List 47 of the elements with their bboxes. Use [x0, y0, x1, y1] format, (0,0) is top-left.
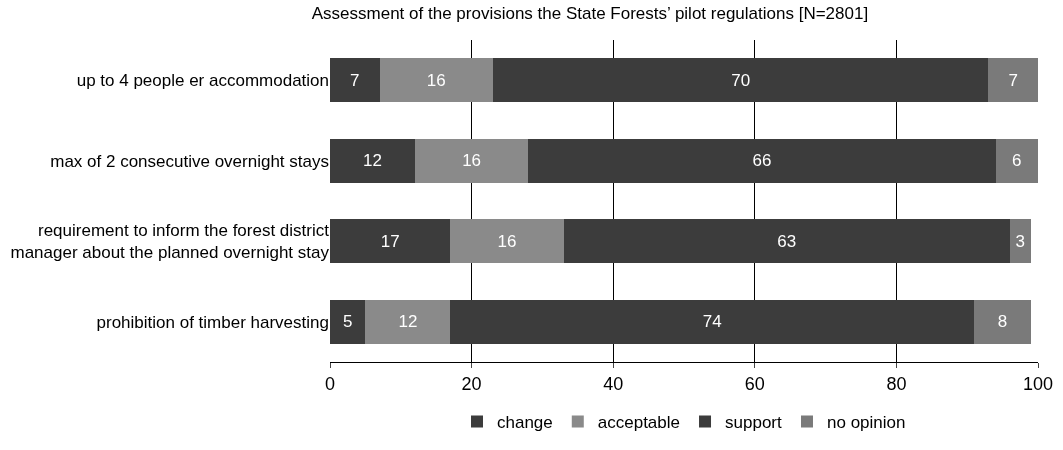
x-tick-label: 0 — [324, 373, 336, 394]
y-tick-label: prohibition of timber harvesting — [96, 312, 329, 332]
data-label: 17 — [380, 231, 400, 251]
data-label: 8 — [997, 312, 1008, 332]
x-tick-label: 20 — [461, 373, 482, 394]
bar — [563, 219, 1010, 264]
bar — [330, 219, 451, 264]
data-label: 16 — [462, 151, 482, 171]
bar — [450, 299, 975, 344]
legend-label: no opinion — [827, 413, 906, 433]
legend-label: acceptable — [597, 413, 681, 433]
data-label: 3 — [1015, 231, 1026, 251]
data-label: 66 — [752, 151, 772, 171]
data-label: 16 — [426, 70, 446, 90]
y-tick-label: max of 2 consecutive overnight stays — [50, 151, 329, 171]
data-label: 5 — [342, 312, 353, 332]
bar — [528, 138, 996, 183]
bar — [414, 138, 529, 183]
x-tick-label: 100 — [1022, 373, 1054, 394]
data-label: 70 — [731, 70, 751, 90]
data-label: 12 — [363, 151, 382, 171]
bar — [1009, 219, 1031, 264]
data-label: 6 — [1012, 151, 1022, 171]
bar — [988, 58, 1038, 103]
data-label: 12 — [398, 312, 418, 332]
data-label: 74 — [702, 312, 722, 332]
data-label: 63 — [777, 231, 797, 251]
bar — [995, 138, 1038, 183]
x-tick-label: 80 — [886, 373, 907, 394]
bar — [492, 58, 989, 103]
bar — [330, 138, 415, 183]
bar — [330, 299, 366, 344]
legend-label: support — [725, 413, 782, 433]
x-tick-label: 60 — [744, 373, 765, 394]
bar — [450, 219, 564, 264]
legend-label: change — [497, 413, 553, 433]
bar — [330, 58, 380, 103]
data-label: 16 — [497, 231, 517, 251]
data-label: 7 — [350, 70, 360, 90]
x-tick-label: 40 — [603, 373, 624, 394]
bar — [379, 58, 493, 103]
data-label: 7 — [1008, 70, 1018, 90]
y-tick-label: up to 4 people er accommodation — [76, 71, 329, 91]
bar — [365, 299, 451, 344]
bar — [974, 299, 1031, 344]
chart-title: Assessment of the provisions the State Forests’ pilot regulations [N=2801] — [311, 3, 869, 23]
y-tick-label: requirement to inform the forest district manager about the planned overnight stay — [10, 221, 330, 263]
